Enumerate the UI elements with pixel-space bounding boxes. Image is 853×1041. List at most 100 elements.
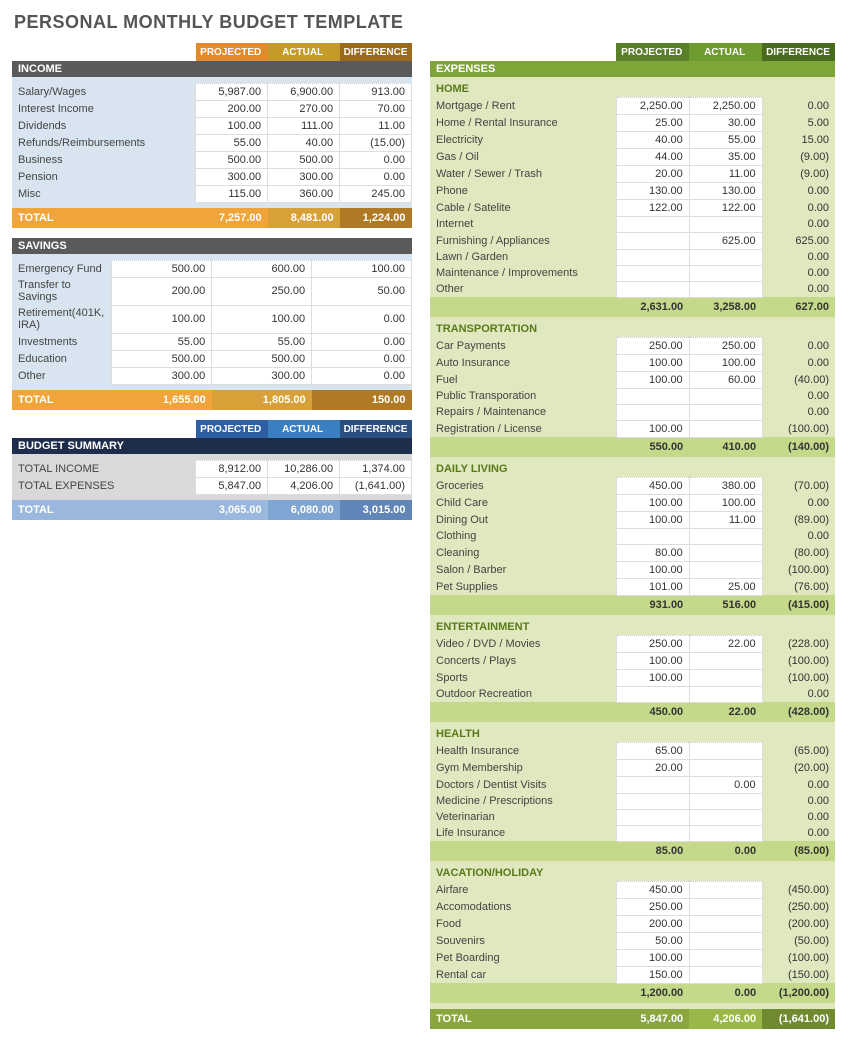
cell-actual[interactable]: 100.00 xyxy=(689,354,762,371)
cell-actual[interactable]: 30.00 xyxy=(689,114,762,131)
cell-actual[interactable] xyxy=(689,966,762,983)
cell-actual[interactable]: 100.00 xyxy=(212,305,312,333)
cell-projected[interactable]: 100.00 xyxy=(616,669,689,686)
cell-projected[interactable]: 450.00 xyxy=(616,881,689,898)
cell-projected[interactable]: 55.00 xyxy=(196,134,268,151)
cell-projected[interactable]: 250.00 xyxy=(616,337,689,354)
cell-projected[interactable]: 250.00 xyxy=(616,635,689,652)
cell-projected[interactable]: 100.00 xyxy=(616,420,689,437)
cell-actual[interactable]: 270.00 xyxy=(268,100,340,117)
cell-projected[interactable]: 20.00 xyxy=(616,165,689,182)
cell-projected[interactable]: 500.00 xyxy=(196,151,268,168)
cell-actual[interactable] xyxy=(689,742,762,759)
cell-projected[interactable] xyxy=(616,825,689,841)
cell-actual[interactable]: 380.00 xyxy=(689,477,762,494)
cell-projected[interactable] xyxy=(616,249,689,265)
cell-projected[interactable]: 100.00 xyxy=(616,371,689,388)
cell-actual[interactable]: 4,206.00 xyxy=(268,477,340,494)
cell-actual[interactable] xyxy=(689,759,762,776)
cell-projected[interactable]: 200.00 xyxy=(196,100,268,117)
cell-actual[interactable]: 55.00 xyxy=(689,131,762,148)
cell-actual[interactable]: 250.00 xyxy=(212,277,312,305)
cell-projected[interactable]: 40.00 xyxy=(616,131,689,148)
cell-actual[interactable]: 100.00 xyxy=(689,494,762,511)
cell-projected[interactable]: 100.00 xyxy=(616,561,689,578)
cell-projected[interactable] xyxy=(616,809,689,825)
cell-actual[interactable] xyxy=(689,915,762,932)
cell-actual[interactable] xyxy=(689,809,762,825)
cell-projected[interactable]: 500.00 xyxy=(112,350,212,367)
cell-actual[interactable]: 60.00 xyxy=(689,371,762,388)
cell-actual[interactable]: 500.00 xyxy=(212,350,312,367)
cell-projected[interactable]: 300.00 xyxy=(112,367,212,384)
cell-actual[interactable]: 130.00 xyxy=(689,182,762,199)
cell-projected[interactable] xyxy=(616,776,689,793)
cell-projected[interactable] xyxy=(616,404,689,420)
cell-projected[interactable] xyxy=(616,388,689,404)
cell-actual[interactable]: 22.00 xyxy=(689,635,762,652)
cell-projected[interactable]: 2,250.00 xyxy=(616,97,689,114)
cell-actual[interactable]: 360.00 xyxy=(268,185,340,202)
cell-projected[interactable]: 450.00 xyxy=(616,477,689,494)
cell-actual[interactable] xyxy=(689,420,762,437)
cell-actual[interactable] xyxy=(689,281,762,297)
cell-actual[interactable] xyxy=(689,825,762,841)
cell-projected[interactable]: 100.00 xyxy=(616,354,689,371)
cell-projected[interactable]: 500.00 xyxy=(112,260,212,277)
cell-projected[interactable]: 100.00 xyxy=(112,305,212,333)
cell-actual[interactable] xyxy=(689,949,762,966)
cell-projected[interactable]: 50.00 xyxy=(616,932,689,949)
cell-projected[interactable] xyxy=(616,793,689,809)
cell-actual[interactable] xyxy=(689,528,762,544)
cell-actual[interactable] xyxy=(689,881,762,898)
cell-projected[interactable]: 150.00 xyxy=(616,966,689,983)
cell-projected[interactable]: 200.00 xyxy=(616,915,689,932)
cell-projected[interactable] xyxy=(616,216,689,232)
cell-projected[interactable]: 5,987.00 xyxy=(196,83,268,100)
cell-actual[interactable]: 600.00 xyxy=(212,260,312,277)
cell-projected[interactable]: 130.00 xyxy=(616,182,689,199)
cell-projected[interactable]: 100.00 xyxy=(616,652,689,669)
cell-projected[interactable] xyxy=(616,528,689,544)
cell-actual[interactable] xyxy=(689,652,762,669)
cell-projected[interactable]: 100.00 xyxy=(196,117,268,134)
cell-projected[interactable]: 8,912.00 xyxy=(196,460,268,477)
cell-actual[interactable] xyxy=(689,898,762,915)
cell-actual[interactable]: 500.00 xyxy=(268,151,340,168)
cell-actual[interactable] xyxy=(689,932,762,949)
cell-projected[interactable] xyxy=(616,232,689,249)
cell-projected[interactable]: 100.00 xyxy=(616,494,689,511)
cell-projected[interactable]: 300.00 xyxy=(196,168,268,185)
cell-projected[interactable] xyxy=(616,686,689,702)
cell-actual[interactable]: 11.00 xyxy=(689,511,762,528)
cell-projected[interactable]: 122.00 xyxy=(616,199,689,216)
cell-projected[interactable]: 80.00 xyxy=(616,544,689,561)
cell-actual[interactable] xyxy=(689,249,762,265)
cell-projected[interactable]: 101.00 xyxy=(616,578,689,595)
cell-projected[interactable]: 100.00 xyxy=(616,949,689,966)
cell-projected[interactable]: 115.00 xyxy=(196,185,268,202)
cell-projected[interactable] xyxy=(616,265,689,281)
cell-actual[interactable]: 10,286.00 xyxy=(268,460,340,477)
cell-actual[interactable] xyxy=(689,388,762,404)
cell-actual[interactable]: 6,900.00 xyxy=(268,83,340,100)
cell-actual[interactable]: 300.00 xyxy=(212,367,312,384)
cell-actual[interactable]: 122.00 xyxy=(689,199,762,216)
cell-projected[interactable]: 5,847.00 xyxy=(196,477,268,494)
cell-actual[interactable]: 300.00 xyxy=(268,168,340,185)
cell-actual[interactable]: 2,250.00 xyxy=(689,97,762,114)
cell-actual[interactable]: 11.00 xyxy=(689,165,762,182)
cell-projected[interactable]: 44.00 xyxy=(616,148,689,165)
cell-projected[interactable]: 55.00 xyxy=(112,333,212,350)
cell-projected[interactable] xyxy=(616,281,689,297)
cell-projected[interactable]: 100.00 xyxy=(616,511,689,528)
cell-actual[interactable] xyxy=(689,793,762,809)
cell-actual[interactable]: 250.00 xyxy=(689,337,762,354)
cell-actual[interactable] xyxy=(689,686,762,702)
cell-actual[interactable]: 55.00 xyxy=(212,333,312,350)
cell-actual[interactable] xyxy=(689,544,762,561)
cell-actual[interactable] xyxy=(689,404,762,420)
cell-actual[interactable] xyxy=(689,216,762,232)
cell-actual[interactable]: 25.00 xyxy=(689,578,762,595)
cell-projected[interactable]: 200.00 xyxy=(112,277,212,305)
